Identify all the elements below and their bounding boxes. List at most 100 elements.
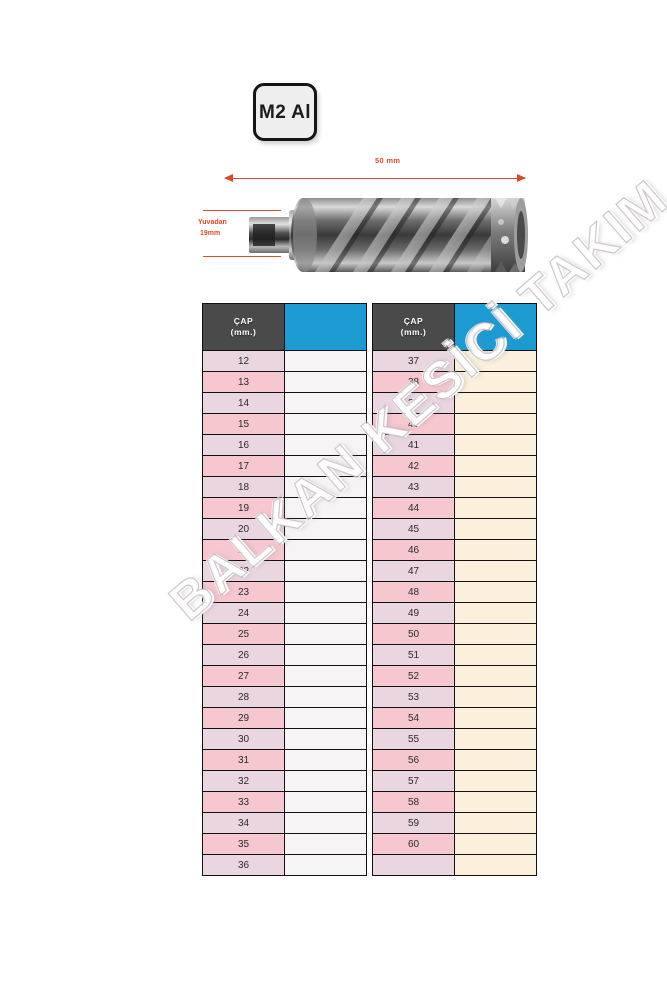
cell-diameter: 49 (372, 602, 455, 624)
table-row: 17 (202, 455, 367, 477)
cell-diameter: 59 (372, 812, 455, 834)
specification-tables: ÇAP (mm.) 12 13 14 15 16 17 18 19 20 21 22 23 24 25 26… (202, 303, 537, 876)
cell-diameter: 13 (202, 371, 285, 393)
cell-value (454, 728, 537, 750)
cell-diameter: 33 (202, 791, 285, 813)
length-dimension-label: 50 mm (375, 156, 401, 165)
table-row: 19 (202, 497, 367, 519)
table-row: 53 (372, 686, 537, 708)
cell-value (284, 434, 367, 456)
cell-value (454, 434, 537, 456)
header-value-column (454, 303, 537, 351)
table-row: 15 (202, 413, 367, 435)
cell-value (284, 602, 367, 624)
cell-diameter: 50 (372, 623, 455, 645)
length-dimension-line (225, 178, 525, 179)
table-row: 56 (372, 749, 537, 771)
header-diameter-line1: ÇAP (403, 316, 424, 327)
cell-value (454, 581, 537, 603)
table-row: 43 (372, 476, 537, 498)
table-row: 12 (202, 350, 367, 372)
cell-value (284, 833, 367, 855)
table-row: 31 (202, 749, 367, 771)
cell-value (454, 392, 537, 414)
cell-diameter: 21 (202, 539, 285, 561)
cell-diameter: 22 (202, 560, 285, 582)
table-row: 34 (202, 812, 367, 834)
cell-diameter: 25 (202, 623, 285, 645)
cell-diameter: 51 (372, 644, 455, 666)
table-row: 18 (202, 476, 367, 498)
cell-diameter: 32 (202, 770, 285, 792)
cell-value (454, 518, 537, 540)
table-row: 42 (372, 455, 537, 477)
table-row: 16 (202, 434, 367, 456)
table-row: 26 (202, 644, 367, 666)
cell-value (284, 413, 367, 435)
header-diameter-line2: (mm.) (400, 327, 427, 337)
header-diameter: ÇAP (mm.) (202, 303, 285, 351)
cell-value (284, 476, 367, 498)
grade-badge: M2 Al (253, 83, 317, 141)
spec-table-right-head: ÇAP (mm.) (372, 303, 537, 351)
annular-cutter-illustration (249, 198, 528, 272)
cell-value (454, 476, 537, 498)
cell-value (284, 497, 367, 519)
cell-value (454, 413, 537, 435)
table-row: 14 (202, 392, 367, 414)
table-row: 24 (202, 602, 367, 624)
cell-value (454, 812, 537, 834)
cell-diameter: 52 (372, 665, 455, 687)
cell-value (454, 686, 537, 708)
grade-badge-label: M2 Al (259, 101, 311, 123)
cell-diameter: 15 (202, 413, 285, 435)
table-row: 58 (372, 791, 537, 813)
table-row: 29 (202, 707, 367, 729)
cell-diameter: 43 (372, 476, 455, 498)
table-row: 57 (372, 770, 537, 792)
cell-diameter: 60 (372, 833, 455, 855)
cell-value (284, 749, 367, 771)
table-row: 32 (202, 770, 367, 792)
spec-table-left: ÇAP (mm.) 12 13 14 15 16 17 18 19 20 21 22 23 24 25 26… (202, 303, 367, 876)
cell-diameter: 45 (372, 518, 455, 540)
header-diameter-line2: (mm.) (230, 327, 257, 337)
cell-value (454, 623, 537, 645)
cell-value (284, 665, 367, 687)
cell-value (284, 350, 367, 372)
table-row: 54 (372, 707, 537, 729)
cell-diameter: 37 (372, 350, 455, 372)
cell-diameter: 26 (202, 644, 285, 666)
cell-value (454, 833, 537, 855)
table-row: 28 (202, 686, 367, 708)
table-row: 27 (202, 665, 367, 687)
spec-table-left-head: ÇAP (mm.) (202, 303, 367, 351)
table-row (372, 854, 537, 876)
cell-value (284, 854, 367, 876)
cell-value (284, 539, 367, 561)
cell-diameter: 42 (372, 455, 455, 477)
cell-diameter: 20 (202, 518, 285, 540)
table-row: 46 (372, 539, 537, 561)
table-header-row: ÇAP (mm.) (372, 303, 537, 351)
cell-diameter: 34 (202, 812, 285, 834)
cell-value (284, 644, 367, 666)
table-row: 55 (372, 728, 537, 750)
cell-value (454, 455, 537, 477)
cell-value (454, 602, 537, 624)
cell-diameter: 19 (202, 497, 285, 519)
cell-diameter: 17 (202, 455, 285, 477)
table-row: 20 (202, 518, 367, 540)
cell-diameter: 35 (202, 833, 285, 855)
cell-value (454, 560, 537, 582)
cell-value (454, 350, 537, 372)
spec-table-left-body: 12 13 14 15 16 17 18 19 20 21 22 23 24 25 26 27 28 29 30 31… (202, 350, 367, 876)
cell-diameter: 14 (202, 392, 285, 414)
cell-value (284, 791, 367, 813)
cell-diameter: 41 (372, 434, 455, 456)
spec-table-right: ÇAP (mm.) 37 38 39 40 41 42 43 44 45 46 47 48 49 50 51… (372, 303, 537, 876)
cell-value (284, 560, 367, 582)
table-row: 37 (372, 350, 537, 372)
shank-dimension-line-bottom (203, 256, 281, 257)
cell-diameter: 23 (202, 581, 285, 603)
